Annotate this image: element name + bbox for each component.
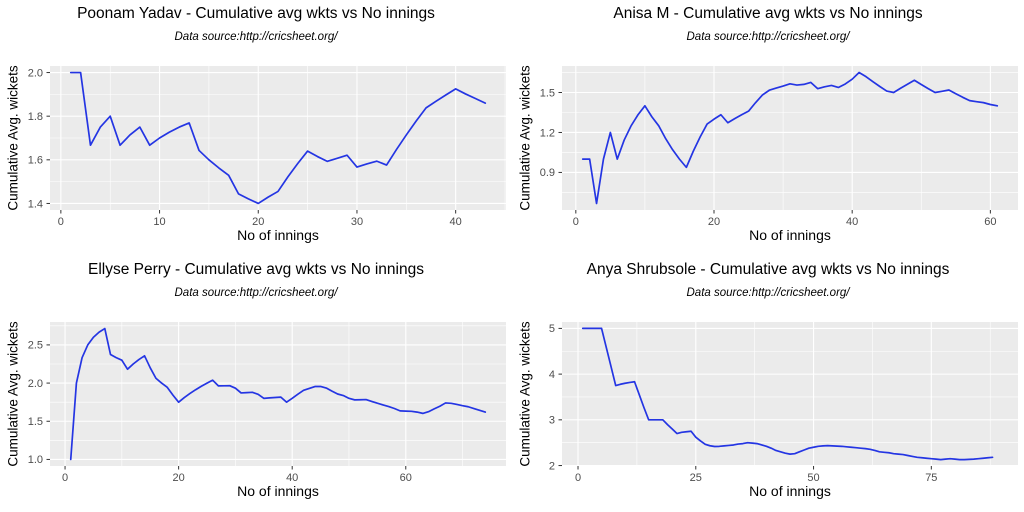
chart-poonam-yadav: 0 10 20 30 40 1.4 1.6 1.8 2.0 Poonam Yadav - Cum… [0, 0, 512, 256]
x-tick-label: 0 [573, 216, 579, 228]
y-tick-label: 3 [549, 415, 555, 427]
y-tick-label: 2 [549, 460, 555, 472]
y-axis-label: Cumulative Avg. wickets [5, 65, 21, 211]
chart-title: Anya Shrubsole - Cumulative avg wkts vs … [586, 261, 950, 278]
x-axis-label: No of innings [749, 483, 831, 499]
y-tick-label: 1.6 [28, 155, 43, 167]
x-tick-label: 0 [62, 472, 68, 484]
chart-anya-shrubsole: 0 25 50 75 2 3 4 5 Anya Shrubsole - Cumulative … [512, 256, 1024, 512]
series-line [581, 71, 999, 205]
x-tick-label: 20 [252, 216, 264, 228]
y-tick-label: 5 [549, 323, 555, 335]
chart-subtitle: Data source:http://cricsheet.org/ [686, 31, 850, 43]
x-tick-label: 25 [690, 472, 702, 484]
y-tick-label: 2.0 [28, 378, 43, 390]
series-line [69, 71, 487, 205]
x-tick-label: 40 [846, 216, 858, 228]
y-axis-label: Cumulative Avg. wickets [5, 321, 21, 467]
x-tick-label: 20 [708, 216, 720, 228]
y-tick-label: 0.9 [540, 167, 555, 179]
x-axis-label: No of innings [237, 227, 319, 243]
y-tick-label: 1.2 [540, 127, 555, 139]
y-tick-label: 1.5 [28, 416, 43, 428]
x-tick-label: 60 [984, 216, 996, 228]
x-tick-label: 50 [807, 472, 819, 484]
x-tick-label: 60 [400, 472, 412, 484]
x-tick-label: 75 [925, 472, 937, 484]
panel-background [562, 66, 1018, 210]
x-tick-label: 0 [575, 472, 581, 484]
y-axis-label: Cumulative Avg. wickets [517, 321, 533, 467]
x-axis-label: No of innings [237, 483, 319, 499]
y-tick-label: 1.4 [28, 198, 43, 210]
plot-area: 0 25 50 75 2 3 4 5 [549, 322, 1018, 484]
y-tick-label: 4 [549, 369, 555, 381]
x-tick-label: 20 [172, 472, 184, 484]
plot-area: 0 20 40 60 1.0 1.5 2.0 2.5 [28, 322, 506, 484]
series-line [581, 327, 994, 461]
y-tick-label: 1.5 [540, 87, 555, 99]
chart-ellyse-perry: 0 20 40 60 1.0 1.5 2.0 2.5 Ellyse Perry - Cumul… [0, 256, 512, 512]
plot-area: 0 20 40 60 0.9 1.2 1.5 [540, 66, 1018, 228]
x-tick-label: 40 [450, 216, 462, 228]
chart-subtitle: Data source:http://cricsheet.org/ [174, 287, 338, 299]
y-tick-label: 2.0 [28, 67, 43, 79]
series-line [69, 327, 487, 461]
chart-subtitle: Data source:http://cricsheet.org/ [686, 287, 850, 299]
x-axis-label: No of innings [749, 227, 831, 243]
chart-anisa-m: 0 20 40 60 0.9 1.2 1.5 Anisa M - Cumulative av… [512, 0, 1024, 256]
y-axis-label: Cumulative Avg. wickets [517, 65, 533, 211]
x-tick-label: 10 [153, 216, 165, 228]
chart-title: Ellyse Perry - Cumulative avg wkts vs No… [88, 261, 424, 278]
y-tick-label: 1.0 [28, 454, 43, 466]
x-tick-label: 0 [58, 216, 64, 228]
plot-area: 0 10 20 30 40 1.4 1.6 1.8 2.0 [28, 66, 506, 228]
x-tick-label: 30 [351, 216, 363, 228]
chart-subtitle: Data source:http://cricsheet.org/ [174, 31, 338, 43]
panel-background [50, 322, 506, 466]
panel-background [562, 322, 1018, 466]
x-tick-label: 40 [286, 472, 298, 484]
chart-title: Poonam Yadav - Cumulative avg wkts vs No… [77, 5, 435, 22]
y-tick-label: 1.8 [28, 111, 43, 123]
chart-title: Anisa M - Cumulative avg wkts vs No inni… [613, 5, 923, 22]
y-tick-label: 2.5 [28, 340, 43, 352]
